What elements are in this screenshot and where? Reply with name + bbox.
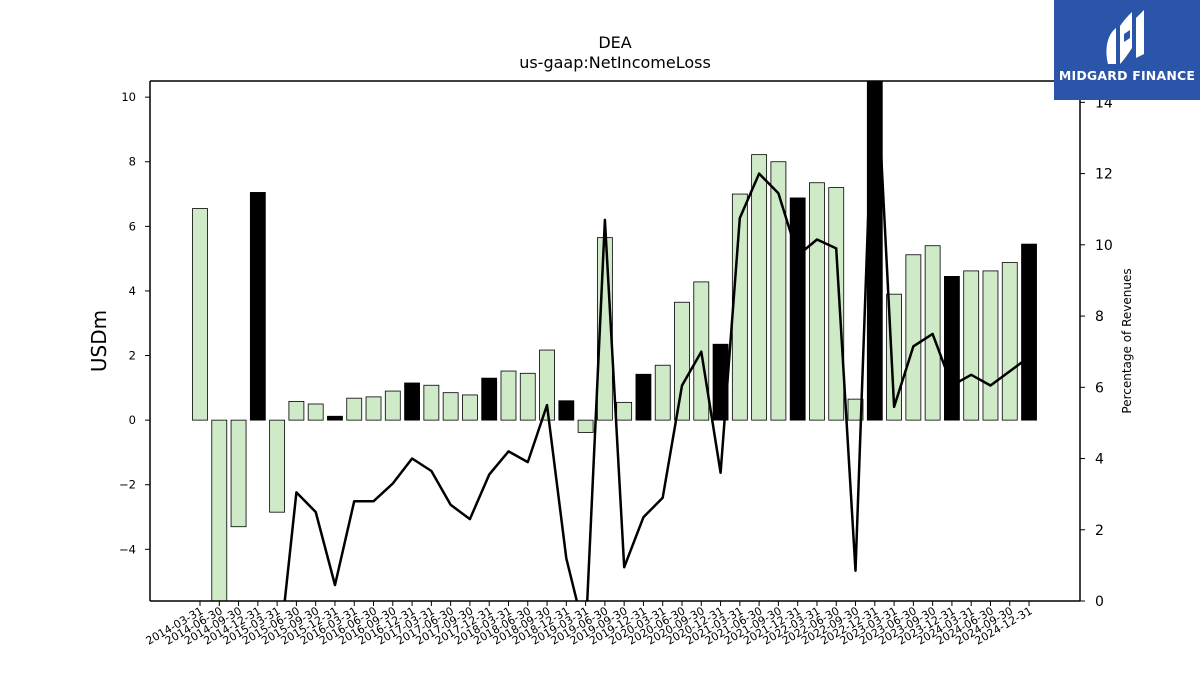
y2tick-label: 6 [1095,380,1104,396]
bar-2015-12-31 [327,415,343,421]
bar-2014-09-30 [230,419,247,528]
bar-2023-12-31 [944,276,960,421]
y2tick-label: 12 [1095,167,1113,183]
bar-2018-12-31 [558,400,575,421]
bar-2017-12-31 [481,377,498,421]
y2tick-label: 8 [1095,309,1104,325]
ytick-label: 6 [129,219,136,233]
bar-2014-12-31 [249,192,266,421]
bar-2024-12-31 [1021,243,1037,421]
y2tick-label: 2 [1095,523,1104,539]
ytick-label: 10 [121,90,136,104]
bar-2014-06-30 [211,419,228,601]
bar-2022-03-31 [809,182,825,421]
chart-title: DEA [598,33,631,52]
bar-2024-03-31 [963,270,980,421]
bar-2019-12-31 [635,373,652,421]
ytick-label: −4 [119,542,136,556]
y-axis-label: USDm [87,310,111,372]
ytick-label: 4 [129,284,136,298]
logo-text: MIDGARD FINANCE [1058,68,1196,83]
bar-2017-06-30 [442,392,459,421]
chart-subtitle: us-gaap:NetIncomeLoss [519,53,711,72]
bar-2024-06-30 [982,270,999,421]
y2-axis-label: Percentage of Revenues [1120,268,1134,413]
bar-2020-06-30 [674,301,690,421]
bar-2016-12-31 [404,382,420,421]
bar-2015-03-31 [269,419,286,513]
bar-2014-03-31 [192,208,208,421]
bar-2021-06-30 [751,154,768,421]
y2tick-label: 4 [1095,452,1104,468]
bar-2016-03-31 [346,397,363,421]
bar-2018-06-30 [519,372,536,421]
bar-2022-06-30 [828,187,845,421]
percentage-line [283,81,1030,601]
bar-2019-09-30 [616,401,633,421]
ytick-label: 0 [129,413,136,427]
bar-2021-12-31 [789,197,806,421]
ytick-label: −2 [119,478,136,492]
ytick-label: 2 [129,349,136,363]
ytick-label: 8 [129,155,136,169]
midgard-finance-logo: MIDGARD FINANCE [1054,0,1200,100]
bar-2016-06-30 [365,396,382,421]
bar-2021-09-30 [770,161,787,421]
bar-2022-09-30 [847,398,864,421]
bar-2016-09-30 [384,390,401,421]
bar-2020-03-31 [654,364,671,421]
y2tick-label: 0 [1095,594,1104,610]
y2tick-label: 10 [1095,238,1113,254]
line-layer [283,81,1030,601]
bar-2018-09-30 [539,349,555,421]
bar-2017-09-30 [462,394,478,421]
bar-2015-06-30 [288,400,305,421]
bar-2015-09-30 [307,403,324,421]
midgard-logo-icon [1106,10,1144,64]
bar-2024-09-30 [1001,262,1018,421]
bar-2019-03-31 [577,419,594,433]
bar-2023-06-30 [905,254,922,421]
bar-2018-03-31 [500,370,517,421]
axes-layer: −4−20246810024681012142014-03-312014-06-… [119,80,1113,648]
bar-2017-03-31 [423,384,440,421]
